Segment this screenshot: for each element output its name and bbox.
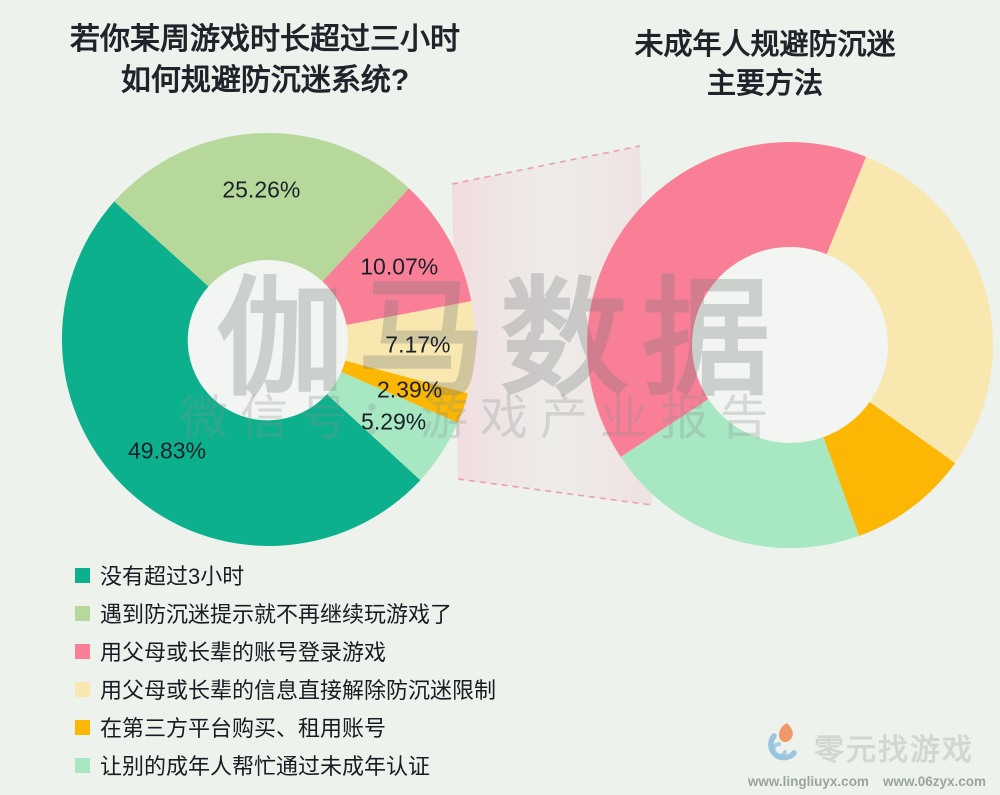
right-chart-title: 未成年人规避防沉迷 主要方法 [575, 26, 955, 104]
legend-item: 让别的成年人帮忙通过未成年认证 [75, 746, 496, 784]
legend-swatch [75, 719, 90, 735]
donut-segment [341, 360, 468, 423]
site-url-2: www.06zyx.com [882, 774, 986, 789]
legend-swatch [75, 567, 90, 583]
legend-item: 没有超过3小时 [75, 556, 496, 594]
site-logo-text: 零元找游戏 [813, 733, 974, 767]
legend-swatch [75, 643, 90, 659]
left-chart-title-line1: 若你某周游戏时长超过三小时 [70, 23, 460, 56]
legend-label: 让别的成年人帮忙通过未成年认证 [100, 754, 431, 779]
donut-segment [823, 402, 956, 536]
legend-swatch [75, 681, 90, 697]
legend-swatch [75, 605, 90, 621]
donut-hole [188, 260, 348, 420]
left-chart-title-line2: 如何规避防沉迷系统? [120, 63, 410, 97]
donut-segment [322, 188, 472, 325]
site-url-1: www.lingliuyx.com [747, 774, 869, 789]
legend-item: 用父母或长辈的账号登录游戏 [75, 632, 496, 670]
legend-label: 用父母或长辈的信息直接解除防沉迷限制 [100, 678, 497, 703]
donut-segment [326, 372, 458, 481]
legend-item: 遇到防沉迷提示就不再继续玩游戏了 [75, 594, 496, 632]
legend-item: 在第三方平台购买、租用账号 [75, 708, 496, 746]
legend-swatch [75, 757, 90, 773]
donut-segment [114, 132, 409, 287]
donut-segment [345, 301, 476, 394]
donut-segment [620, 399, 860, 549]
donut-hole [692, 247, 888, 443]
left-chart-title: 若你某周游戏时长超过三小时 如何规避防沉迷系统? [35, 20, 495, 101]
legend-label: 遇到防沉迷提示就不再继续玩游戏了 [100, 602, 453, 627]
donut-segment [826, 156, 993, 464]
chart-legend: 没有超过3小时遇到防沉迷提示就不再继续玩游戏了 用父母或长辈的账号登录游戏用父母或… [75, 556, 496, 784]
right-chart-title-line2: 主要方法 [706, 68, 823, 101]
left-donut-chart [61, 132, 476, 546]
legend-label: 用父母或长辈的账号登录游戏 [100, 640, 387, 665]
right-donut-chart [587, 142, 993, 549]
legend-item: 用父母或长辈的信息直接解除防沉迷限制 [75, 670, 496, 708]
donut-segment [61, 201, 421, 546]
swirl-flame-icon [760, 721, 804, 772]
right-chart-title-line1: 未成年人规避防沉迷 [634, 29, 896, 61]
donut-segment [587, 142, 866, 457]
legend-label: 在第三方平台购买、租用账号 [100, 716, 387, 741]
site-logo: 零元找游戏 www.lingliuyx.com www.06zyx.com [748, 721, 986, 789]
legend-label: 没有超过3小时 [100, 564, 245, 589]
